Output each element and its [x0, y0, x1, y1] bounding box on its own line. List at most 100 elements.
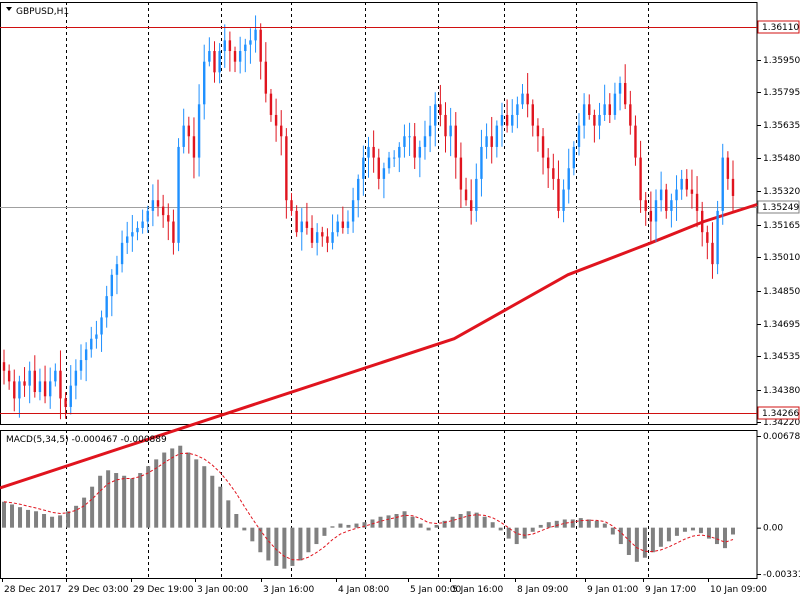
candle — [413, 123, 416, 170]
macd-bar — [130, 478, 135, 528]
macd-bar — [58, 515, 63, 528]
macd-bar — [674, 527, 679, 536]
candle — [577, 113, 581, 156]
candle-body — [120, 242, 124, 265]
macd-bar — [498, 527, 503, 531]
candle — [187, 116, 191, 154]
candle-body — [244, 44, 247, 52]
triangle-down-icon[interactable] — [6, 7, 12, 11]
candle-body — [367, 146, 370, 158]
candle-body — [74, 370, 78, 386]
time-tick-label: 5 Jan 00:00 — [410, 585, 462, 595]
candle-body — [618, 82, 622, 94]
candle — [572, 141, 576, 176]
candle — [531, 99, 534, 137]
candle-body — [459, 157, 463, 190]
candle — [64, 392, 67, 419]
candle — [603, 84, 606, 122]
candle-body — [644, 200, 647, 211]
candle — [110, 269, 114, 317]
candle — [536, 118, 540, 152]
candle — [38, 368, 42, 401]
macd-bar — [346, 524, 351, 528]
candle-body — [59, 370, 62, 399]
candle — [372, 130, 375, 173]
macd-bar — [2, 501, 6, 528]
price-panel-frame — [0, 2, 758, 425]
candle-body — [613, 93, 617, 115]
candle-body — [326, 236, 329, 243]
axis-layer: 1.35950 1.35795 1.35635 1.35480 1.35320 1.351… — [2, 20, 800, 595]
candle-body — [526, 93, 529, 105]
macd-bar — [698, 527, 703, 534]
candle — [79, 344, 83, 380]
macd-bar — [202, 466, 207, 528]
candle-body — [321, 232, 324, 237]
candle — [208, 37, 211, 67]
candle — [475, 163, 478, 222]
candle-body — [423, 136, 427, 147]
macd-bar — [538, 524, 543, 528]
candle — [203, 44, 206, 120]
candle — [721, 143, 724, 225]
macd-bar — [610, 527, 615, 535]
macd-bar — [634, 527, 639, 562]
candle — [182, 108, 185, 154]
candle — [398, 142, 401, 173]
price-tick-label: 1.34695 — [763, 320, 800, 330]
candle — [233, 46, 237, 73]
candle — [43, 365, 47, 404]
macd-bar — [330, 526, 335, 528]
candle — [223, 24, 226, 68]
time-tick-label: 10 Jan 09:00 — [710, 585, 767, 595]
candle-body — [64, 398, 67, 407]
candle-body — [146, 210, 149, 222]
candle — [434, 92, 437, 147]
resistance-price-badge: 1.36110 — [757, 20, 800, 34]
macd-bar — [138, 473, 143, 528]
candle-body — [546, 157, 550, 169]
candle — [367, 136, 370, 178]
macd-bar — [650, 527, 655, 553]
macd-panel-frame — [0, 430, 758, 579]
candle-body — [485, 136, 488, 147]
macd-bar — [314, 527, 319, 545]
candle — [33, 355, 37, 398]
candle — [218, 43, 221, 84]
macd-bar — [18, 507, 23, 528]
candle — [346, 210, 350, 235]
macd-bar — [194, 459, 199, 528]
support-price-badge-text: 1.34266 — [762, 409, 799, 419]
macd-bar — [90, 486, 95, 528]
macd-bar — [162, 452, 167, 528]
macd-bar — [226, 500, 231, 528]
macd-bar — [594, 520, 599, 528]
candle-body — [541, 136, 545, 158]
support-price-badge-bg — [757, 406, 800, 420]
candle — [167, 203, 170, 241]
candle-body — [480, 146, 483, 179]
macd-bar — [442, 520, 447, 528]
candle-body — [582, 104, 586, 126]
candle — [629, 90, 632, 135]
candle — [516, 96, 519, 129]
candle-body — [346, 221, 350, 228]
candle-body — [203, 61, 206, 105]
candle-body — [511, 114, 514, 126]
candle-body — [629, 104, 632, 126]
candle-body — [680, 178, 683, 190]
candle — [459, 142, 463, 208]
time-tick-label: 4 Jan 08:00 — [338, 585, 390, 595]
price-tick-label: 1.35635 — [763, 121, 800, 131]
candle-body — [577, 125, 581, 147]
candle-body — [434, 104, 437, 126]
candle-body — [305, 221, 309, 228]
macd-bar — [362, 522, 367, 528]
macd-bar — [522, 527, 527, 539]
symbol-header[interactable]: GBPUSD,H1 — [6, 7, 69, 17]
candle-body — [331, 232, 334, 243]
candle — [557, 160, 560, 219]
macd-bar — [466, 511, 471, 528]
